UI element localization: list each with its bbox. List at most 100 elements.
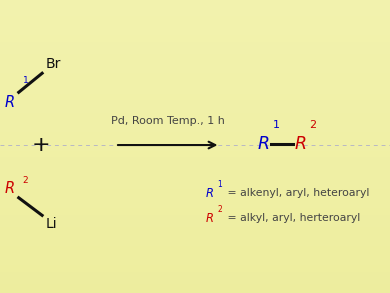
Bar: [0, 38, 390, 40]
Bar: [0, 217, 390, 218]
Bar: [0, 146, 390, 148]
Bar: [0, 0, 390, 1]
Bar: [0, 160, 390, 161]
Bar: [0, 201, 390, 202]
Bar: [0, 189, 390, 190]
Bar: [0, 214, 390, 215]
Bar: [0, 161, 390, 163]
Bar: [0, 81, 390, 82]
Bar: [0, 142, 390, 144]
Bar: [0, 47, 390, 48]
Bar: [0, 82, 390, 84]
Bar: [0, 243, 390, 245]
Bar: [0, 166, 390, 167]
Bar: [0, 64, 390, 66]
Bar: [0, 180, 390, 182]
Bar: [0, 195, 390, 196]
Bar: [0, 148, 390, 149]
Bar: [0, 45, 390, 47]
Bar: [0, 236, 390, 237]
Bar: [0, 113, 390, 114]
Bar: [0, 248, 390, 249]
Bar: [0, 286, 390, 287]
Bar: [0, 258, 390, 259]
Bar: [0, 123, 390, 125]
Bar: [0, 29, 390, 31]
Bar: [0, 132, 390, 133]
Bar: [0, 114, 390, 116]
Bar: [0, 59, 390, 60]
Bar: [0, 15, 390, 16]
Bar: [0, 26, 390, 28]
Bar: [0, 4, 390, 6]
Bar: [0, 252, 390, 253]
Bar: [0, 211, 390, 212]
Bar: [0, 120, 390, 122]
Bar: [0, 253, 390, 255]
Bar: [0, 290, 390, 292]
Bar: [0, 66, 390, 67]
Bar: [0, 270, 390, 271]
Bar: [0, 51, 390, 53]
Bar: [0, 40, 390, 41]
Bar: [0, 73, 390, 75]
Bar: [0, 158, 390, 160]
Text: 2: 2: [310, 120, 317, 130]
Bar: [0, 192, 390, 193]
Bar: [0, 21, 390, 22]
Bar: [0, 265, 390, 267]
Bar: [0, 208, 390, 209]
Text: $\mathit{R}$: $\mathit{R}$: [205, 187, 214, 200]
Bar: [0, 239, 390, 240]
Bar: [0, 227, 390, 229]
Bar: [0, 182, 390, 183]
Bar: [0, 163, 390, 164]
Text: 1: 1: [23, 76, 28, 85]
Bar: [0, 94, 390, 95]
Bar: [0, 111, 390, 113]
Bar: [0, 176, 390, 177]
Bar: [0, 207, 390, 208]
Bar: [0, 130, 390, 132]
Bar: [0, 281, 390, 283]
Bar: [0, 57, 390, 59]
Bar: [0, 1, 390, 3]
Bar: [0, 78, 390, 79]
Bar: [0, 35, 390, 37]
Bar: [0, 183, 390, 185]
Bar: [0, 125, 390, 126]
Bar: [0, 19, 390, 21]
Bar: [0, 144, 390, 145]
Bar: [0, 110, 390, 111]
Bar: [0, 149, 390, 151]
Bar: [0, 255, 390, 256]
Bar: [0, 16, 390, 18]
Text: $\mathit{R}$: $\mathit{R}$: [257, 134, 270, 153]
Bar: [0, 223, 390, 224]
Bar: [0, 177, 390, 179]
Bar: [0, 72, 390, 73]
Bar: [0, 251, 390, 252]
Bar: [0, 155, 390, 157]
Bar: [0, 129, 390, 130]
Bar: [0, 126, 390, 127]
Bar: [0, 264, 390, 265]
Bar: [0, 105, 390, 107]
Bar: [0, 259, 390, 261]
Bar: [0, 287, 390, 289]
Bar: [0, 75, 390, 76]
Bar: [0, 154, 390, 155]
Text: $\mathit{R}$: $\mathit{R}$: [205, 212, 214, 225]
Bar: [0, 97, 390, 98]
Bar: [0, 79, 390, 81]
Bar: [0, 204, 390, 205]
Bar: [0, 271, 390, 272]
Bar: [0, 3, 390, 4]
Bar: [0, 289, 390, 290]
Bar: [0, 205, 390, 207]
Bar: [0, 275, 390, 277]
Bar: [0, 267, 390, 268]
Bar: [0, 202, 390, 204]
Bar: [0, 229, 390, 230]
Bar: [0, 283, 390, 284]
